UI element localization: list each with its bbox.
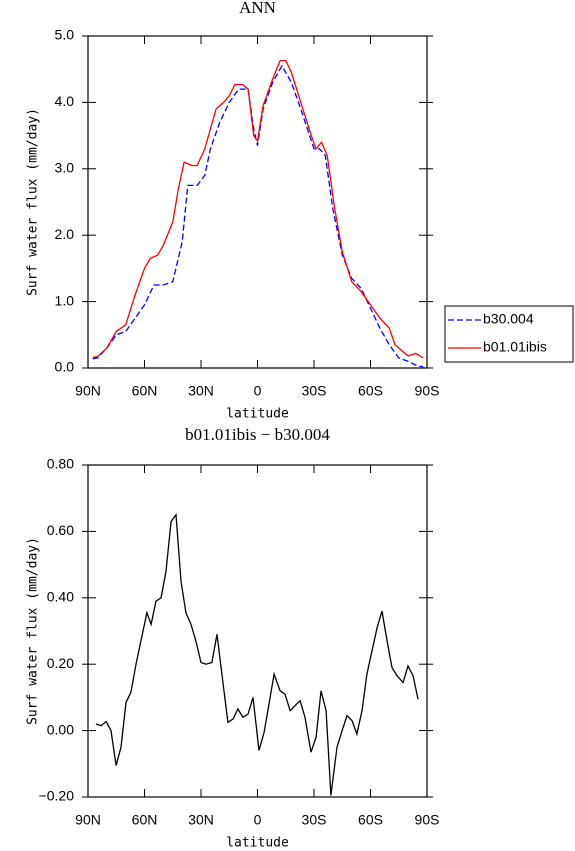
- y-tick-label: 0.00: [47, 721, 74, 737]
- x-tick-label: 60S: [358, 812, 383, 828]
- x-axis-label: latitude: [226, 407, 289, 422]
- plot-frame: [87, 35, 428, 369]
- x-tick-label: 90S: [415, 812, 440, 828]
- y-tick-label: −0.20: [39, 788, 75, 804]
- y-tick-label: 0.80: [47, 456, 74, 472]
- x-tick-label: 90N: [75, 383, 101, 399]
- data-line: [95, 513, 419, 796]
- x-axis-label: latitude: [226, 836, 289, 851]
- legend-label: b01.01ibis: [483, 339, 547, 355]
- y-tick-label: 1.0: [55, 292, 75, 308]
- y-tick-label: 5.0: [55, 27, 75, 43]
- chart-title: ANN: [239, 0, 276, 17]
- chart-title: b01.01ibis − b30.004: [185, 425, 330, 444]
- y-tick-label: 4.0: [55, 93, 75, 109]
- y-tick-label: 0.0: [55, 359, 75, 375]
- legend-box: [444, 305, 574, 363]
- x-tick-label: 30S: [302, 812, 327, 828]
- x-tick-label: 60N: [132, 812, 158, 828]
- x-tick-label: 30N: [188, 383, 214, 399]
- y-tick-label: 3.0: [55, 160, 75, 176]
- x-tick-label: 0: [254, 812, 262, 828]
- x-tick-label: 0: [254, 383, 262, 399]
- y-tick-label: 2.0: [55, 226, 75, 242]
- x-tick-label: 90N: [75, 812, 101, 828]
- legend-label: b30.004: [483, 311, 534, 327]
- y-tick-label: 0.20: [47, 655, 74, 671]
- x-tick-label: 30N: [188, 812, 214, 828]
- y-axis-label: Surf water flux (mm/day): [26, 108, 41, 296]
- x-tick-label: 60N: [132, 383, 158, 399]
- y-tick-label: 0.60: [47, 522, 74, 538]
- x-tick-label: 90S: [415, 383, 440, 399]
- data-line: [92, 59, 424, 359]
- x-tick-label: 30S: [302, 383, 327, 399]
- data-line: [92, 64, 424, 368]
- plot-frame: [87, 464, 428, 798]
- y-axis-label: Surf water flux (mm/day): [26, 537, 41, 725]
- y-tick-label: 0.40: [47, 589, 74, 605]
- x-tick-label: 60S: [358, 383, 383, 399]
